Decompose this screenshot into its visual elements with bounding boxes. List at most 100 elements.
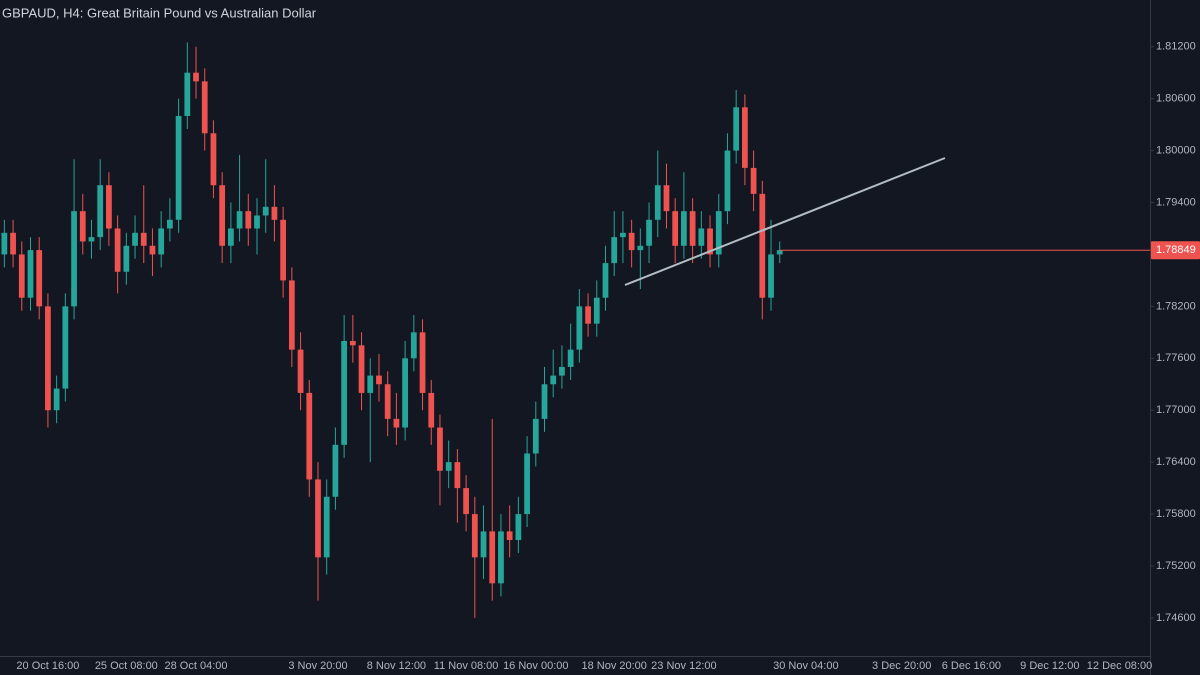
candle-body	[498, 531, 504, 584]
candle-body	[724, 150, 731, 212]
candle-body	[323, 496, 330, 558]
candle-body	[742, 107, 748, 168]
x-tick-label: 23 Nov 12:00	[651, 660, 716, 672]
candle-body	[567, 349, 574, 367]
candle-body	[358, 345, 365, 393]
last-price-tag	[1151, 241, 1200, 260]
candle-body	[715, 211, 722, 255]
y-tick-label: 1.75200	[1156, 560, 1196, 572]
candle-body	[437, 427, 443, 471]
candle-body	[10, 232, 16, 255]
x-tick-label: 9 Dec 12:00	[1020, 660, 1079, 672]
candle-body	[532, 418, 539, 454]
candle-body	[71, 211, 77, 307]
candle-body	[480, 531, 487, 558]
y-tick-label: 1.74600	[1156, 612, 1196, 624]
x-tick-label: 3 Dec 20:00	[872, 660, 931, 672]
candle-body	[175, 115, 182, 220]
candle-body	[201, 81, 208, 134]
candle-body	[280, 219, 287, 281]
candle-body	[1, 232, 8, 255]
candle-body	[506, 531, 513, 541]
candle-body	[410, 332, 417, 359]
candle-body	[698, 228, 705, 246]
candle-body	[227, 228, 234, 246]
x-tick-label: 20 Oct 16:00	[16, 660, 79, 672]
candle-body	[489, 531, 496, 584]
candle-body	[123, 245, 130, 272]
candle-body	[593, 297, 600, 324]
trend-line[interactable]	[624, 157, 946, 286]
candle-body	[454, 462, 461, 489]
candle-body	[140, 232, 147, 246]
candle-body	[419, 332, 426, 393]
candle-body	[402, 358, 408, 428]
candle-body	[45, 306, 51, 411]
candle-body	[689, 211, 696, 246]
candle-body	[193, 72, 199, 82]
candle-body	[733, 107, 740, 151]
candle-body	[262, 206, 269, 216]
candle-body	[393, 418, 400, 428]
candle-body	[79, 211, 86, 242]
candle-body	[149, 245, 156, 255]
candle-body	[245, 211, 252, 229]
y-tick-label: 1.78200	[1156, 300, 1196, 312]
x-tick-label: 18 Nov 20:00	[581, 660, 646, 672]
candle-body	[524, 453, 530, 515]
candle-body	[53, 388, 60, 411]
x-tick-label: 16 Nov 00:00	[503, 660, 568, 672]
y-tick-label: 1.79400	[1156, 196, 1196, 208]
candle-body	[663, 185, 670, 212]
candle-body	[36, 250, 43, 307]
candle-body	[219, 185, 226, 246]
candle-body	[27, 250, 34, 298]
last-price-label: 1.78849	[1156, 244, 1196, 256]
candle-body	[184, 72, 191, 116]
x-tick-label: 25 Oct 08:00	[95, 660, 158, 672]
candle-body	[384, 384, 391, 419]
y-tick-label: 1.80000	[1156, 144, 1196, 156]
x-tick-label: 12 Dec 08:00	[1087, 660, 1152, 672]
x-tick-label: 8 Nov 12:00	[367, 660, 426, 672]
candle-body	[18, 254, 25, 298]
y-tick-label: 1.76400	[1156, 456, 1196, 468]
x-tick-label: 30 Nov 04:00	[773, 660, 838, 672]
candle-body	[541, 384, 548, 419]
candle-body	[681, 211, 687, 246]
candle-body	[463, 488, 469, 515]
candle-body	[602, 263, 609, 298]
candle-body	[707, 228, 713, 255]
candle-body	[341, 340, 348, 445]
x-tick-label: 28 Oct 04:00	[165, 660, 228, 672]
y-tick-label: 1.77000	[1156, 404, 1196, 416]
x-tick-label: 6 Dec 16:00	[942, 660, 1001, 672]
candle-body	[97, 185, 104, 238]
candle-body	[210, 133, 217, 186]
candle-body	[776, 250, 783, 255]
candle-body	[585, 306, 591, 324]
candle-body	[88, 237, 95, 242]
candle-body	[768, 254, 774, 298]
candle-body	[132, 232, 138, 246]
candle-body	[315, 479, 321, 558]
y-tick-label: 1.80600	[1156, 93, 1196, 105]
y-tick-label: 1.81200	[1156, 41, 1196, 53]
candle-body	[428, 392, 435, 428]
candle-body	[759, 193, 766, 298]
candle-body	[559, 366, 565, 376]
candle-body	[158, 228, 165, 255]
candle-body	[376, 375, 382, 385]
candle-body	[236, 211, 243, 229]
candle-body	[349, 340, 356, 346]
y-tick-label: 1.75800	[1156, 508, 1196, 520]
y-tick-label: 1.77600	[1156, 352, 1196, 364]
candle-body	[271, 206, 278, 220]
candle-body	[620, 232, 626, 238]
candle-body	[306, 392, 313, 480]
candle-body	[167, 219, 173, 229]
candle-body	[611, 237, 618, 264]
candle-body	[654, 185, 661, 220]
